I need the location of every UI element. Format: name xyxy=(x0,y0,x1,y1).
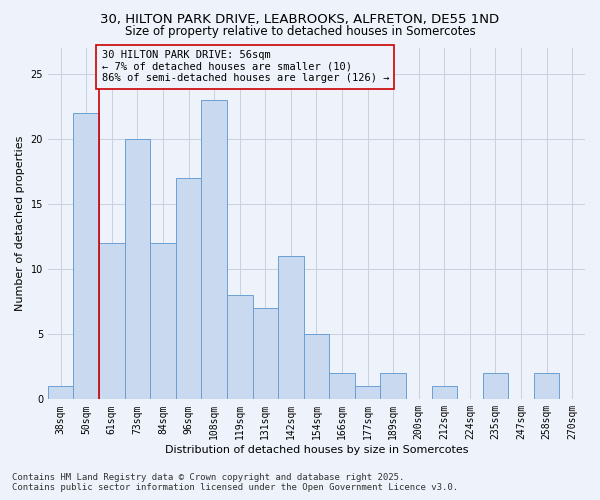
Bar xyxy=(73,112,99,400)
Bar xyxy=(48,386,73,400)
Bar xyxy=(125,138,150,400)
Bar xyxy=(150,243,176,400)
Y-axis label: Number of detached properties: Number of detached properties xyxy=(15,136,25,311)
Text: 30 HILTON PARK DRIVE: 56sqm
← 7% of detached houses are smaller (10)
86% of semi: 30 HILTON PARK DRIVE: 56sqm ← 7% of deta… xyxy=(101,50,389,84)
Bar xyxy=(304,334,329,400)
Bar xyxy=(355,386,380,400)
Bar xyxy=(482,374,508,400)
Bar xyxy=(534,374,559,400)
X-axis label: Distribution of detached houses by size in Somercotes: Distribution of detached houses by size … xyxy=(165,445,468,455)
Bar xyxy=(202,100,227,400)
Bar xyxy=(253,308,278,400)
Bar xyxy=(99,243,125,400)
Bar xyxy=(329,374,355,400)
Text: 30, HILTON PARK DRIVE, LEABROOKS, ALFRETON, DE55 1ND: 30, HILTON PARK DRIVE, LEABROOKS, ALFRET… xyxy=(100,12,500,26)
Text: Contains HM Land Registry data © Crown copyright and database right 2025.
Contai: Contains HM Land Registry data © Crown c… xyxy=(12,473,458,492)
Bar xyxy=(176,178,202,400)
Bar xyxy=(431,386,457,400)
Bar xyxy=(227,295,253,400)
Bar xyxy=(278,256,304,400)
Text: Size of property relative to detached houses in Somercotes: Size of property relative to detached ho… xyxy=(125,25,475,38)
Bar xyxy=(380,374,406,400)
